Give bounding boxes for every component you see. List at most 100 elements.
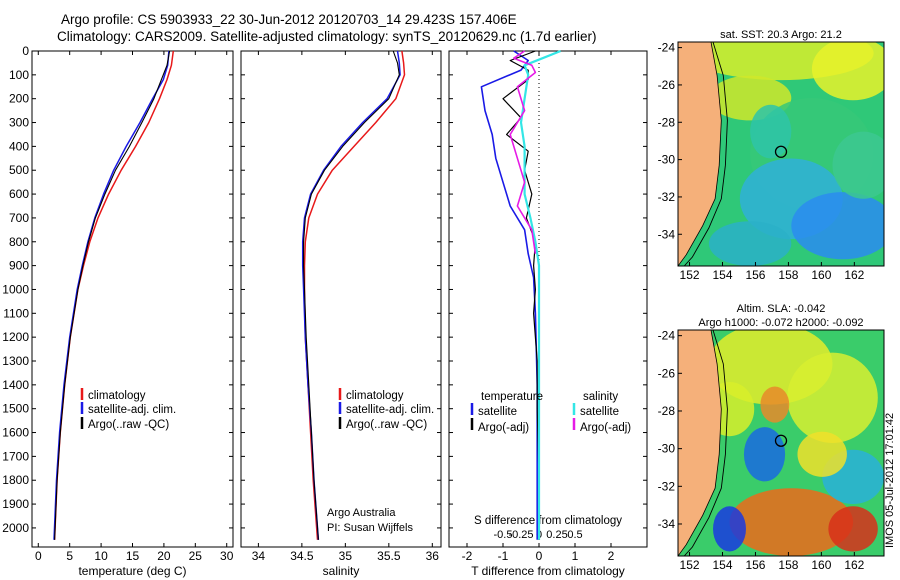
sal-tick-label: 34: [252, 549, 266, 563]
sal-tick-label: 34.5: [290, 549, 314, 563]
diff-legend-label: Argo(-adj): [580, 422, 631, 434]
figure-title-line2: Climatology: CARS2009. Satellite-adjuste…: [57, 29, 597, 44]
map_sst-field-patch: [708, 221, 792, 266]
sal-diff-tick-label: -0.25: [508, 529, 533, 541]
map_sla-lon-label: 160: [811, 558, 831, 572]
map_sst-lat-label: -26: [658, 78, 676, 92]
map_sla-title: Argo h1000: -0.072 h2000: -0.092: [698, 317, 863, 329]
diff-legend-label: satellite: [478, 406, 517, 418]
map_sla-lat-label: -24: [658, 329, 676, 343]
map_sst-field-patch: [750, 104, 792, 159]
temp-tick-label: 20: [157, 549, 171, 563]
sal-tick-label: 36: [426, 549, 440, 563]
temp-legend-label: climatology: [88, 390, 146, 402]
map_sst-lon-label: 156: [745, 268, 765, 282]
map_sla-field-patch: [797, 431, 847, 477]
map_sla-field-patch: [729, 488, 854, 556]
map_sst-field-patch: [832, 131, 884, 199]
map_sst-field-patch: [791, 192, 884, 260]
depth-tick-label: 1500: [2, 402, 29, 416]
depth-tick-label: 200: [9, 92, 29, 106]
map_sst-argo-position-marker: [774, 145, 788, 158]
map_sla-lat-label: -32: [658, 479, 676, 493]
map_sla-lat-label: -26: [658, 366, 676, 380]
depth-tick-label: 1100: [3, 306, 29, 320]
pi-annotation: PI: Susan Wijffels: [327, 522, 413, 534]
map_sst-lat-label: -28: [658, 115, 676, 129]
side-timestamp: IMOS 05-Jul-2012 17:01:42: [884, 413, 896, 548]
depth-tick-label: 1200: [2, 330, 29, 344]
depth-tick-label: 700: [9, 211, 29, 225]
diff-legend-label: Argo(-adj): [478, 422, 529, 434]
map_sla-field-patch: [760, 386, 790, 423]
temp-tick-label: 10: [94, 549, 108, 563]
depth-tick-label: 1300: [2, 354, 29, 368]
temp-tick-label: 30: [220, 549, 234, 563]
sal-series-line-1: [301, 50, 401, 540]
sal-diff-tick-label: -0.5: [494, 529, 513, 541]
map_sst-land: [678, 42, 722, 266]
map_sla-lon-label: 162: [844, 558, 864, 572]
map_sst-lat-label: -32: [658, 190, 676, 204]
temp-series-line-0: [53, 50, 175, 540]
map_sla-lon-label: 158: [778, 558, 798, 572]
map_sst-lon-label: 162: [844, 268, 864, 282]
map_sst-lat-label: -30: [658, 153, 676, 167]
diff-series-line-2: [519, 49, 562, 540]
temp-tick-label: 15: [126, 549, 140, 563]
temp-legend-label: satellite-adj. clim.: [88, 404, 176, 416]
map_sla-argo-position-marker: [774, 434, 788, 447]
map_sla-frame: [677, 329, 885, 557]
map_sla-lon-label: 154: [712, 558, 732, 572]
temp-tick-label: 25: [189, 549, 203, 563]
depth-tick-label: 1700: [2, 449, 29, 463]
map_sla-title: Altim. SLA: -0.042: [737, 303, 826, 315]
depth-tick-label: 300: [9, 116, 29, 130]
map_sla-lon-label: 152: [680, 558, 700, 572]
sal-tick-label: 35: [339, 549, 353, 563]
temp-axis-label: temperature (deg C): [78, 564, 186, 578]
map_sla-lon-label: 156: [745, 558, 765, 572]
map_sst-title: sat. SST: 20.3 Argo: 21.2: [720, 29, 842, 41]
map_sla-field-patch: [713, 506, 746, 552]
figure-title-line1: Argo profile: CS 5903933_22 30-Jun-2012 …: [61, 12, 517, 27]
map_sla-field: [678, 330, 884, 556]
diff-tick-label: -1: [498, 549, 509, 563]
map_sst-lon-label: 154: [712, 268, 732, 282]
depth-tick-label: 1400: [2, 378, 29, 392]
diff-tick-label: -2: [462, 549, 473, 563]
sal-diff-tick-label: 0.5: [567, 529, 582, 541]
sal-series-line-0: [303, 50, 406, 540]
depth-tick-label: 2000: [2, 521, 29, 535]
depth-tick-label: 800: [9, 235, 29, 249]
map_sst-contour: [683, 42, 728, 266]
diff-legend-label: satellite: [580, 406, 619, 418]
sal-legend-label: Argo(..raw -QC): [346, 419, 427, 431]
sal-legend-label: satellite-adj. clim.: [346, 404, 434, 416]
map_sst-frame: [677, 41, 885, 267]
map_sla-lat-label: -28: [658, 404, 676, 418]
diff-series-line-3: [509, 50, 537, 254]
temp-legend-label: Argo(..raw -QC): [88, 419, 169, 431]
temperature-plot-frame: [31, 50, 234, 548]
salinity-plot-frame: [240, 50, 442, 548]
depth-tick-label: 0: [22, 44, 29, 58]
sal-axis-label: salinity: [323, 564, 360, 578]
map_sla-contour: [683, 330, 728, 556]
depth-tick-label: 1900: [2, 497, 29, 511]
map_sst-field: [678, 42, 884, 266]
map_sst-field-patch: [811, 42, 884, 101]
temp-series-line-1: [53, 50, 170, 540]
map_sst-lon-label: 158: [778, 268, 798, 282]
depth-tick-label: 600: [9, 187, 29, 201]
sal-legend-header: salinity: [583, 391, 618, 403]
temp-series-line-2: [54, 50, 171, 540]
difference-plot-frame: [448, 50, 648, 548]
map_sla-lat-label: -30: [658, 442, 676, 456]
map_sla-group: [677, 329, 885, 557]
diff-tick-label: 0: [536, 549, 543, 563]
sal-diff-axis-label: S difference from climatology: [474, 515, 622, 527]
depth-tick-label: 100: [9, 68, 29, 82]
map_sst-lon-label: 152: [680, 268, 700, 282]
